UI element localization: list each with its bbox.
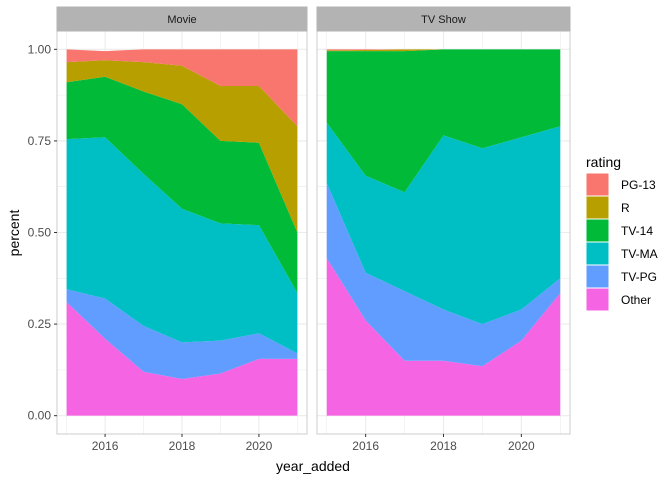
legend-label: TV-14: [621, 224, 653, 238]
legend-swatch: [585, 172, 610, 197]
x-axis: 2016 2018 2020 2016 2018 2020: [92, 434, 535, 453]
area-other: [66, 302, 298, 416]
x-tick-label: 2020: [508, 439, 535, 453]
area-tv-pg: [66, 289, 298, 380]
facet-panel-1: TV Show: [316, 6, 571, 435]
area-series-group: [326, 49, 561, 416]
x-tick-label: 2016: [352, 439, 379, 453]
legend-label: R: [621, 201, 630, 215]
facet-strip: [316, 6, 571, 32]
y-tick-label: 1.00: [28, 42, 52, 56]
y-tick-label: 0.75: [28, 134, 52, 148]
area-other: [326, 258, 561, 416]
area-tv-pg: [326, 183, 561, 367]
legend-label: PG-13: [621, 178, 656, 192]
x-tick-label: 2018: [169, 439, 196, 453]
x-tick-label: 2018: [430, 439, 457, 453]
legend-swatch: [585, 241, 610, 266]
area-series-group: [66, 49, 298, 416]
legend-title: rating: [586, 154, 621, 170]
area-r: [66, 60, 298, 233]
area-pg-13: [66, 49, 298, 127]
facet-strip-label: Movie: [167, 14, 196, 26]
legend-label: TV-PG: [621, 270, 657, 284]
area-tv-ma: [326, 122, 561, 325]
legend-item: TV-PG: [585, 264, 657, 289]
area-tv-ma: [66, 137, 298, 354]
y-axis-title: percent: [6, 210, 22, 257]
legend-label: Other: [621, 293, 651, 307]
facet-strip: [56, 6, 308, 32]
legend-swatch: [585, 218, 610, 243]
legend-label: TV-MA: [621, 247, 658, 261]
x-axis-title: year_added: [276, 458, 350, 474]
y-axis: 0.00 0.25 0.50 0.75 1.00: [28, 42, 57, 423]
y-tick-label: 0.50: [28, 226, 52, 240]
legend-swatch: [585, 195, 610, 220]
legend-item: TV-MA: [585, 241, 658, 266]
y-tick-label: 0.25: [28, 317, 52, 331]
facet-panel-0: Movie: [56, 6, 308, 435]
area-tv-14: [326, 49, 561, 193]
legend-swatch: [585, 287, 610, 312]
x-tick-label: 2020: [246, 439, 273, 453]
legend-item: TV-14: [585, 218, 653, 243]
x-tick-label: 2016: [92, 439, 119, 453]
legend-swatch: [585, 264, 610, 289]
area-pg-13: [326, 49, 561, 51]
facet-strip-label: TV Show: [421, 14, 466, 26]
legend-item: Other: [585, 287, 651, 312]
facet-panels: Movie TV Show: [56, 6, 571, 435]
area-tv-14: [66, 76, 298, 293]
area-r: [326, 49, 561, 52]
y-tick-label: 0.00: [28, 409, 52, 423]
